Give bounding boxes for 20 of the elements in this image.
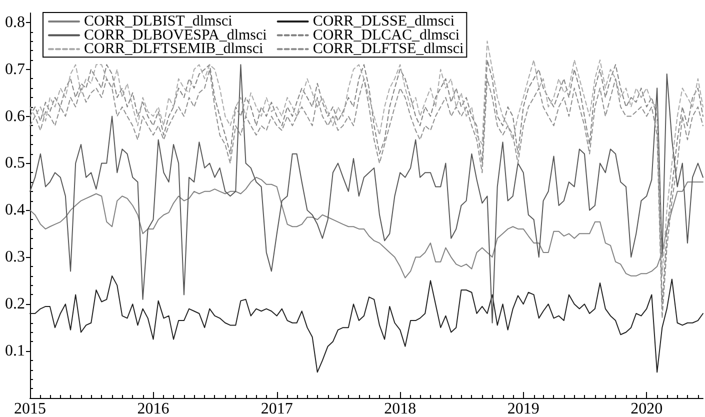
y-tick-label: 0.2 xyxy=(5,296,25,313)
legend-label: CORR_DLBOVESPA_dlmsci xyxy=(84,27,267,44)
y-tick-label: 0.4 xyxy=(5,202,25,219)
y-tick-label: 0.6 xyxy=(5,108,25,125)
legend-label: CORR_DLFTSE_dlmsci xyxy=(312,41,464,58)
x-tick-label: 2015 xyxy=(14,400,46,417)
legend-label: CORR_DLSSE_dlmsci xyxy=(312,14,454,30)
legend-label: CORR_DLBIST_dlmsci xyxy=(84,14,232,30)
y-tick-label: 0.7 xyxy=(5,60,25,78)
y-tick-label: 0.8 xyxy=(5,14,25,31)
x-tick-label: 2018 xyxy=(384,400,416,417)
x-tick-label: 2019 xyxy=(507,400,540,417)
y-tick-label: 0.5 xyxy=(5,154,25,172)
y-tick-label: 0.1 xyxy=(5,342,25,360)
x-tick-label: 2017 xyxy=(260,400,293,417)
legend-label: CORR_DLFTSEMIB_dlmsci xyxy=(84,41,264,58)
x-tick-label: 2020 xyxy=(630,400,663,417)
x-tick-label: 2016 xyxy=(137,400,170,417)
legend-label: CORR_DLCAC_dlmsci xyxy=(312,27,460,44)
y-tick-label: 0.3 xyxy=(5,248,25,266)
